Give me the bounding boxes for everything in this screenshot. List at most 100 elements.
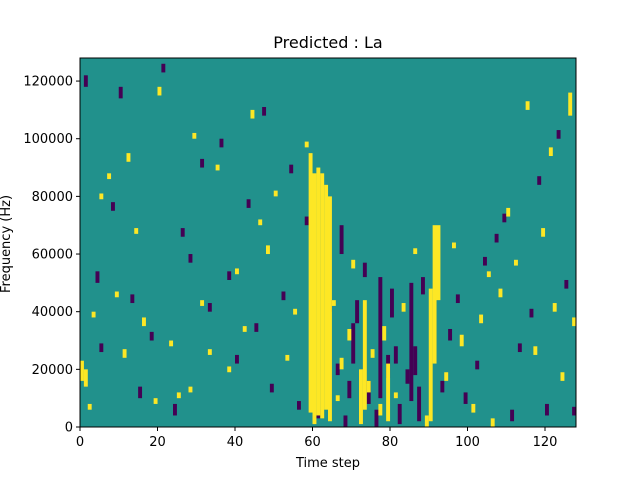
heatmap-cell-low	[118, 86, 123, 99]
heatmap-cell-low	[188, 254, 193, 263]
heatmap-cell-low	[173, 403, 177, 416]
heatmap-cell-high	[285, 354, 290, 361]
x-tick-label: 120	[533, 435, 558, 450]
heatmap-cell-high	[444, 372, 449, 381]
heatmap-cell-low	[390, 288, 394, 318]
heatmap-cell-low	[545, 403, 549, 416]
heatmap-cell-low	[347, 380, 352, 399]
heatmap-cell-low	[517, 343, 522, 353]
heatmap-cell-high	[552, 303, 557, 312]
heatmap-cell-low	[529, 308, 534, 318]
heatmap-cell-low	[448, 328, 453, 341]
y-tick-label: 100000	[23, 132, 73, 147]
heatmap-cell-high	[428, 288, 433, 422]
heatmap-cell-high	[471, 403, 476, 413]
heatmap-cell-low	[207, 303, 212, 312]
heatmap-cell-high	[207, 349, 212, 355]
heatmap-cell-high	[459, 334, 464, 347]
heatmap-cell-high	[362, 300, 367, 410]
heatmap-cell-low	[83, 75, 88, 87]
heatmap-cell-high	[273, 190, 278, 197]
heatmap-cell-low	[200, 158, 205, 168]
heatmap-cell-low	[556, 130, 561, 139]
heatmap-cell-low	[455, 294, 460, 304]
heatmap-cells	[80, 63, 577, 427]
heatmap-cell-high	[548, 147, 553, 157]
heatmap-cell-low	[475, 360, 480, 370]
heatmap-cell-high	[91, 311, 96, 318]
heatmap-cell-high	[370, 349, 375, 358]
heatmap-cell-low	[138, 386, 143, 399]
heatmap-cell-high	[176, 392, 181, 399]
heatmap-cell-high	[378, 403, 383, 416]
heatmap-cell-high	[192, 132, 197, 139]
x-tick-label: 0	[76, 435, 84, 450]
heatmap-cell-high	[250, 109, 255, 119]
heatmap-cell-high	[366, 380, 371, 393]
heatmap-cell-low	[130, 294, 135, 304]
heatmap-cell-high	[215, 164, 220, 171]
heatmap-cell-low	[281, 291, 286, 301]
heatmap-cell-low	[289, 164, 294, 174]
plot-frame	[79, 57, 577, 428]
heatmap-cell-high	[359, 369, 363, 425]
heatmap-cell-high	[320, 173, 325, 419]
heatmap-cell-high	[266, 245, 270, 255]
heatmap-cell-high	[83, 369, 88, 387]
heatmap-cell-low	[339, 225, 344, 255]
heatmap-cell-high	[242, 326, 247, 332]
heatmap-cell-low	[335, 363, 340, 376]
heatmap-cell-low	[227, 271, 232, 280]
x-tick-label: 60	[304, 435, 321, 450]
heatmap-cell-high	[401, 303, 406, 312]
heatmap-cell-high	[424, 415, 429, 427]
heatmap-cell-high	[134, 228, 139, 234]
heatmap-cell-high	[393, 392, 398, 399]
heatmap-cell-low	[405, 369, 410, 384]
heatmap-cell-high	[486, 271, 491, 278]
heatmap-cell-high	[227, 366, 232, 373]
x-axis: 0 20 40 60 80 100 120	[76, 427, 558, 450]
y-tick-label: 120000	[23, 75, 73, 90]
heatmap-cell-low	[393, 346, 398, 364]
heatmap-cell-high	[114, 291, 119, 298]
heatmap-cell-high	[572, 317, 577, 327]
heatmap-cell-low	[297, 401, 301, 410]
heatmap-cell-low	[246, 199, 251, 208]
heatmap-cell-low	[483, 256, 487, 266]
heatmap-cell-low	[378, 277, 383, 399]
heatmap-cell-high	[452, 242, 456, 249]
y-tick-label: 20000	[32, 363, 73, 378]
heatmap-cell-low	[374, 409, 379, 427]
heatmap-cell-low	[262, 107, 267, 116]
heatmap-cell-high	[568, 92, 573, 116]
heatmap-cell-high	[331, 300, 336, 306]
heatmap-cell-high	[498, 288, 503, 298]
heatmap-cell-low	[269, 383, 274, 393]
heatmap-cell-low	[413, 346, 418, 376]
heatmap-cell-low	[180, 228, 185, 237]
x-tick-label: 100	[455, 435, 480, 450]
heatmap-cell-low	[417, 386, 422, 422]
heatmap-cell-low	[494, 233, 499, 243]
x-tick-label: 20	[149, 435, 166, 450]
heatmap-cell-high	[560, 372, 565, 381]
heatmap-cell-low	[351, 323, 356, 364]
heatmap-cell-low	[304, 216, 309, 226]
y-tick-label: 60000	[32, 248, 73, 263]
heatmap-cell-high	[432, 225, 437, 364]
heatmap-cell-low	[149, 331, 154, 341]
heatmap-cell-low	[537, 176, 542, 185]
heatmap-cell-low	[440, 380, 445, 393]
heatmap-cell-high	[153, 398, 158, 404]
heatmap-cell-low	[161, 63, 166, 73]
heatmap-cell-high	[386, 363, 391, 422]
heatmap-cell-high	[200, 300, 205, 306]
heatmap-cell-high	[316, 167, 321, 416]
heatmap-cell-high	[142, 317, 146, 327]
heatmap-cell-high	[479, 314, 484, 324]
y-axis: 0 20000 40000 60000 80000 100000 120000	[23, 75, 80, 436]
heatmap-cell-high	[351, 259, 356, 269]
heatmap-cell-high	[304, 141, 309, 148]
